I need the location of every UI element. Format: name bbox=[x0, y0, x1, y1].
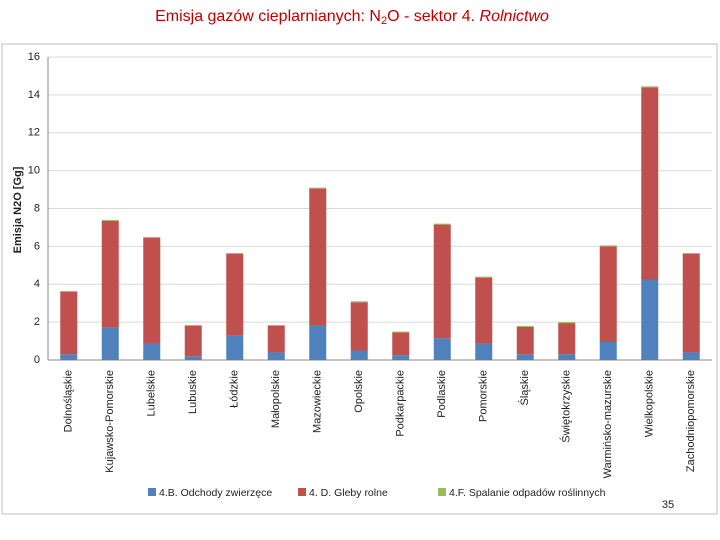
y-axis-label: Emisja N2O [Gg] bbox=[12, 166, 24, 253]
x-tick-label: Zachodniopomorskie bbox=[685, 370, 697, 472]
bar-segment bbox=[682, 352, 700, 360]
x-tick-label: Mazowieckie bbox=[312, 370, 324, 433]
legend-label: 4. D. Gleby rolne bbox=[309, 487, 388, 499]
bar-segment bbox=[558, 322, 576, 324]
y-tick-label: 6 bbox=[34, 240, 40, 252]
x-tick-label: Podkarpackie bbox=[395, 370, 407, 437]
bar-segment bbox=[599, 245, 617, 247]
title-italic: Rolnictwo bbox=[480, 8, 549, 25]
bar-segment bbox=[516, 325, 534, 327]
bar-segment bbox=[475, 277, 493, 344]
bar-segment bbox=[641, 87, 659, 280]
bar-segment bbox=[641, 86, 659, 88]
x-tick-label: Lubelskie bbox=[146, 370, 158, 416]
bar-segment bbox=[433, 223, 451, 225]
y-tick-label: 2 bbox=[34, 316, 40, 328]
x-tick-label: Podlaskie bbox=[436, 370, 448, 418]
x-tick-label: Warmińsko-mazurskie bbox=[602, 370, 614, 478]
title-subscript: 2 bbox=[381, 15, 387, 27]
y-tick-label: 14 bbox=[28, 89, 40, 101]
bar-segment bbox=[309, 188, 327, 326]
bar-segment bbox=[309, 187, 327, 189]
title-text: Emisja gazów cieplarnianych: N bbox=[155, 8, 381, 25]
bar-segment bbox=[350, 301, 368, 303]
bar-segment bbox=[143, 237, 161, 343]
bar-segment bbox=[558, 323, 576, 355]
bar-segment bbox=[226, 253, 244, 254]
bar-segment bbox=[60, 291, 78, 355]
bar-segment bbox=[682, 253, 700, 353]
bar-segment bbox=[392, 355, 410, 360]
bar-segment bbox=[641, 279, 659, 360]
bar-segment bbox=[143, 342, 161, 360]
bar-segment bbox=[143, 236, 161, 238]
x-tick-label: Opolskie bbox=[353, 370, 365, 413]
x-tick-label: Świętokrzyskie bbox=[560, 370, 573, 443]
x-tick-label: Łódzkie bbox=[229, 370, 241, 408]
bar-segment bbox=[350, 302, 368, 351]
bar-segment bbox=[558, 354, 576, 360]
bar-segment bbox=[475, 343, 493, 360]
bar-segment bbox=[516, 354, 534, 360]
bar-segment bbox=[392, 332, 410, 356]
bar-segment bbox=[184, 324, 202, 326]
bar-segment bbox=[184, 325, 202, 357]
x-tick-label: Pomorskie bbox=[478, 370, 490, 422]
chart-frame bbox=[1, 43, 718, 515]
bar-segment bbox=[433, 338, 451, 360]
bar-segment bbox=[433, 224, 451, 339]
bar-segment bbox=[267, 325, 285, 353]
y-tick-label: 8 bbox=[34, 202, 40, 214]
y-tick-label: 12 bbox=[28, 127, 40, 139]
bar-segment bbox=[226, 253, 244, 336]
page-number: 35 bbox=[662, 499, 674, 511]
bar-segment bbox=[101, 220, 119, 328]
x-tick-label: Małopolskie bbox=[270, 370, 282, 428]
bar-segment bbox=[392, 331, 410, 333]
legend-swatch bbox=[148, 488, 156, 496]
bar-segment bbox=[475, 276, 493, 278]
x-tick-label: Śląskie bbox=[518, 370, 531, 405]
x-tick-label: Kujawsko-Pomorskie bbox=[104, 370, 116, 473]
legend-label: 4.F. Spalanie odpadów roślinnych bbox=[449, 487, 606, 499]
y-tick-label: 10 bbox=[28, 165, 40, 177]
x-tick-label: Wielkopolskie bbox=[644, 370, 656, 437]
bar-segment bbox=[226, 335, 244, 360]
bar-segment bbox=[267, 324, 285, 326]
title-text: O - sektor 4. bbox=[387, 8, 479, 25]
x-tick-label: Lubuskie bbox=[187, 370, 199, 414]
slide-title: Emisja gazów cieplarnianych: N2O - sekto… bbox=[155, 8, 549, 27]
bar-segment bbox=[101, 327, 119, 360]
x-tick-label: Dolnośląskie bbox=[63, 370, 75, 432]
y-tick-label: 0 bbox=[34, 354, 40, 366]
y-tick-label: 4 bbox=[34, 278, 40, 290]
bar-segment bbox=[599, 342, 617, 360]
bar-segment bbox=[516, 326, 534, 355]
legend-label: 4.B. Odchody zwierzęce bbox=[159, 487, 272, 499]
bar-segment bbox=[309, 325, 327, 360]
legend-swatch bbox=[298, 488, 306, 496]
bar-segment bbox=[350, 350, 368, 360]
y-tick-label: 16 bbox=[28, 51, 40, 63]
bar-segment bbox=[599, 246, 617, 343]
bar-segment bbox=[60, 354, 78, 360]
bar-segment bbox=[682, 253, 700, 254]
bar-segment bbox=[101, 219, 119, 221]
bar-segment bbox=[184, 356, 202, 360]
legend-swatch bbox=[438, 488, 446, 496]
bar-segment bbox=[267, 352, 285, 360]
bar-segment bbox=[60, 290, 78, 292]
